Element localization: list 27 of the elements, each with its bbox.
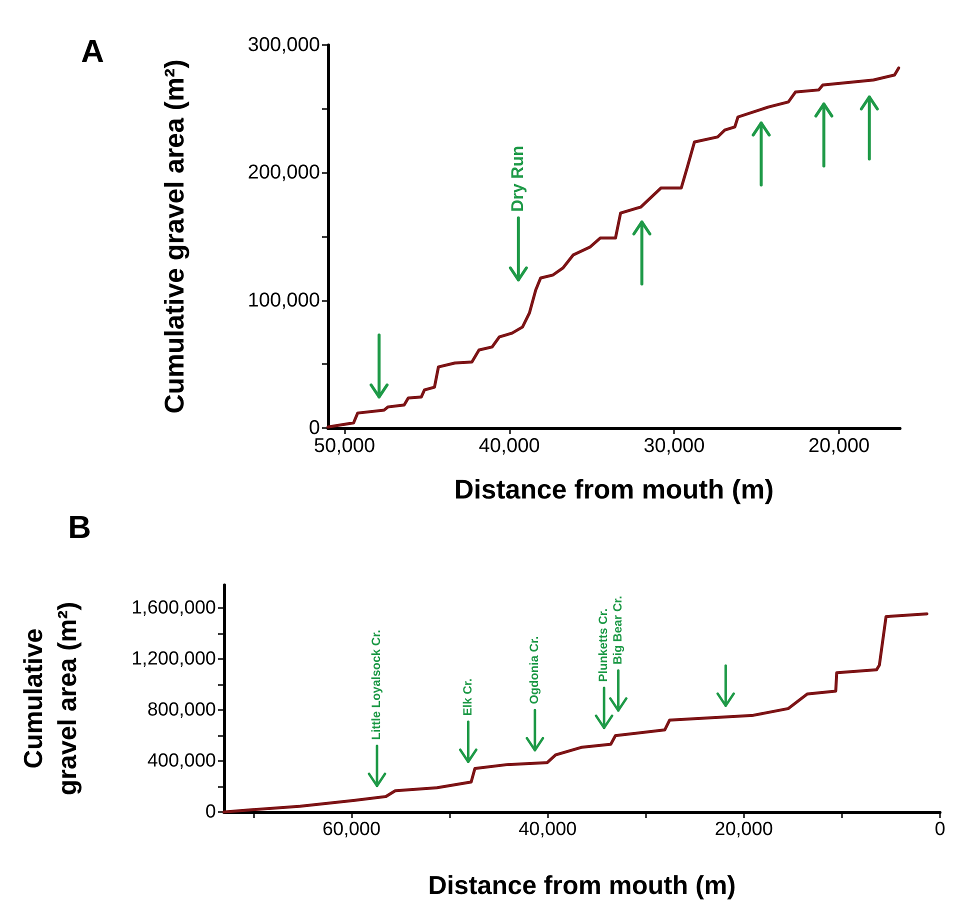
annotation: Ogdonia Cr. [527,636,542,704]
x-tick-label: 40,000 [518,819,577,840]
y-tick-label: 400,000 [147,750,216,772]
y-tick-label: 200,000 [248,162,320,184]
annotation: Little Loyalsock Cr. [369,630,384,740]
x-tick-label: 20,000 [808,435,870,457]
x-axis-title: Distance from mouth (m) [428,870,736,900]
x-tick-label: 30,000 [644,435,705,457]
y-tick-label: 1,600,000 [131,597,216,618]
annotation: Dry Run [508,146,527,212]
y-axis-title: Cumulative gravel area (m²) [160,59,190,414]
chart-title: A [81,33,104,69]
x-tick-label: 0 [934,819,946,840]
x-tick-label: 60,000 [322,819,381,840]
y-tick-label: 1,200,000 [131,648,216,670]
annotation: Elk Cr. [460,678,474,716]
annotation: Big Bear Cr. [610,596,624,664]
x-axis-title: Distance from mouth (m) [454,474,774,504]
y-axis-title: Cumulative gravel area (m²) [18,602,82,796]
x-tick-label: 20,000 [714,819,773,840]
y-tick-label: 300,000 [248,34,320,56]
x-tick-label: 40,000 [478,435,540,457]
y-tick-label: 100,000 [248,289,320,312]
y-tick-label: 800,000 [147,699,216,720]
annotation: Plunketts Cr. [596,608,610,682]
y-tick-label: 0 [205,802,216,822]
chart-title: B [68,509,92,545]
